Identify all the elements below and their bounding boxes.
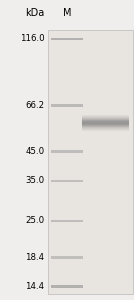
Text: 14.4: 14.4 [25,282,44,291]
Bar [82,129,129,130]
Bar [51,220,83,222]
Bar [48,30,133,294]
Bar [82,130,129,131]
Bar [82,126,129,127]
Text: 116.0: 116.0 [20,34,44,43]
Bar [82,119,129,120]
Bar [82,115,129,116]
Bar [82,116,129,117]
Text: 45.0: 45.0 [25,147,44,156]
Bar [82,122,129,123]
Bar [82,128,129,129]
Bar [51,150,83,152]
Bar [51,38,83,40]
Bar [82,124,129,125]
Text: 35.0: 35.0 [25,176,44,185]
Bar [82,127,129,128]
Bar [51,285,83,288]
Bar [82,117,129,118]
Text: kDa: kDa [25,8,44,19]
Bar [82,120,129,121]
Bar [51,256,83,259]
Bar [82,125,129,126]
Text: 18.4: 18.4 [25,253,44,262]
Text: M: M [63,8,71,19]
Bar [51,180,83,182]
Bar [51,104,83,107]
Text: 66.2: 66.2 [25,101,44,110]
Bar [82,121,129,122]
Bar [82,123,129,124]
Bar [82,118,129,119]
Text: 25.0: 25.0 [25,216,44,225]
